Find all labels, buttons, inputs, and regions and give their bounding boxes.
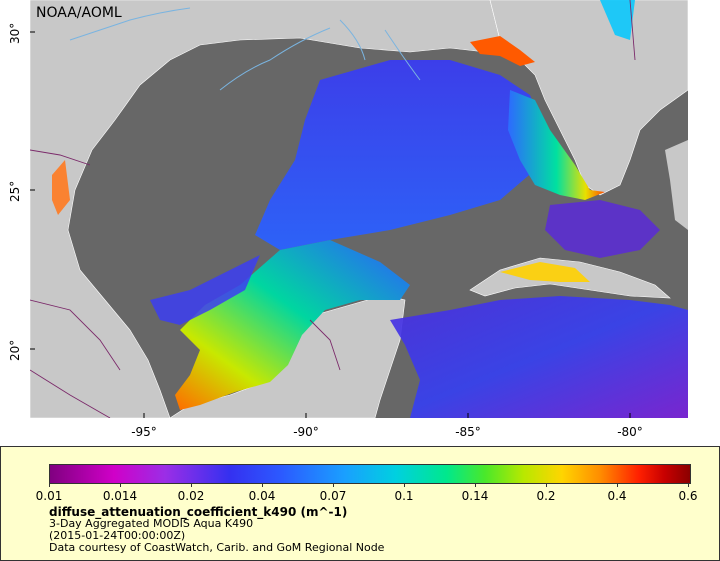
- ocean-band-north: [255, 60, 545, 250]
- land-bahamas: [665, 140, 688, 230]
- borders: [30, 0, 636, 418]
- legend-title: diffuse_attenuation_coefficient_k490 (m^…: [49, 505, 348, 519]
- colorbar-tick-label: 0.1: [394, 489, 414, 503]
- colorbar-tick-label: 0.2: [536, 489, 556, 503]
- legend-subtitle: 3-Day Aggregated MODIS Aqua K490: [49, 517, 254, 530]
- legend-panel: 0.01 0.014 0.02 0.04 0.07 0.1 0.14 0.2 0…: [0, 446, 720, 561]
- watermark-noaa-aoml: NOAA/AOML: [36, 5, 122, 21]
- ocean-caribbean: [390, 296, 688, 418]
- ocean-cuba-north-coast: [500, 262, 590, 282]
- colorbar-tick-label: 0.14: [461, 489, 489, 503]
- legend-credit: Data courtesy of CoastWatch, Carib. and …: [49, 541, 385, 554]
- colorbar-tick-label: 0.014: [102, 489, 138, 503]
- ocean-panhandle-hotspot: [470, 36, 535, 66]
- colorbar: [49, 464, 691, 484]
- graticule-ticks: [30, 31, 631, 418]
- map-graphic: [30, 0, 688, 418]
- ocean-florida-shelf: [508, 90, 605, 200]
- ocean-sw-patches: [150, 255, 260, 325]
- colorbar-tick-label: 0.04: [248, 489, 276, 503]
- lat-tick-label: 25°: [8, 180, 22, 202]
- map-panel: [30, 0, 688, 418]
- lon-tick-label: -95°: [131, 425, 157, 439]
- legend-date: (2015-01-24T00:00:00Z): [49, 529, 186, 542]
- colorbar-tick-label: 0.6: [678, 489, 698, 503]
- ocean-florida-strait: [545, 200, 660, 258]
- colorbar-tick-label: 0.4: [607, 489, 627, 503]
- rivers: [69, 7, 421, 91]
- colorbar-tick-label: 0.02: [177, 489, 205, 503]
- ocean-east-coast: [600, 0, 635, 40]
- lat-tick-label: 20°: [8, 339, 22, 361]
- land-florida: [489, 0, 688, 196]
- colorbar-tick-label: 0.01: [35, 489, 63, 503]
- lon-tick-label: -85°: [455, 425, 481, 439]
- ocean-west-shelf: [175, 240, 410, 410]
- land-north-america: [30, 0, 501, 418]
- lon-tick-label: -80°: [617, 425, 643, 439]
- lon-tick-label: -90°: [293, 425, 319, 439]
- ocean-texas-coast: [52, 160, 70, 215]
- lat-tick-label: 30°: [8, 22, 22, 44]
- colorbar-tick-label: 0.07: [319, 489, 347, 503]
